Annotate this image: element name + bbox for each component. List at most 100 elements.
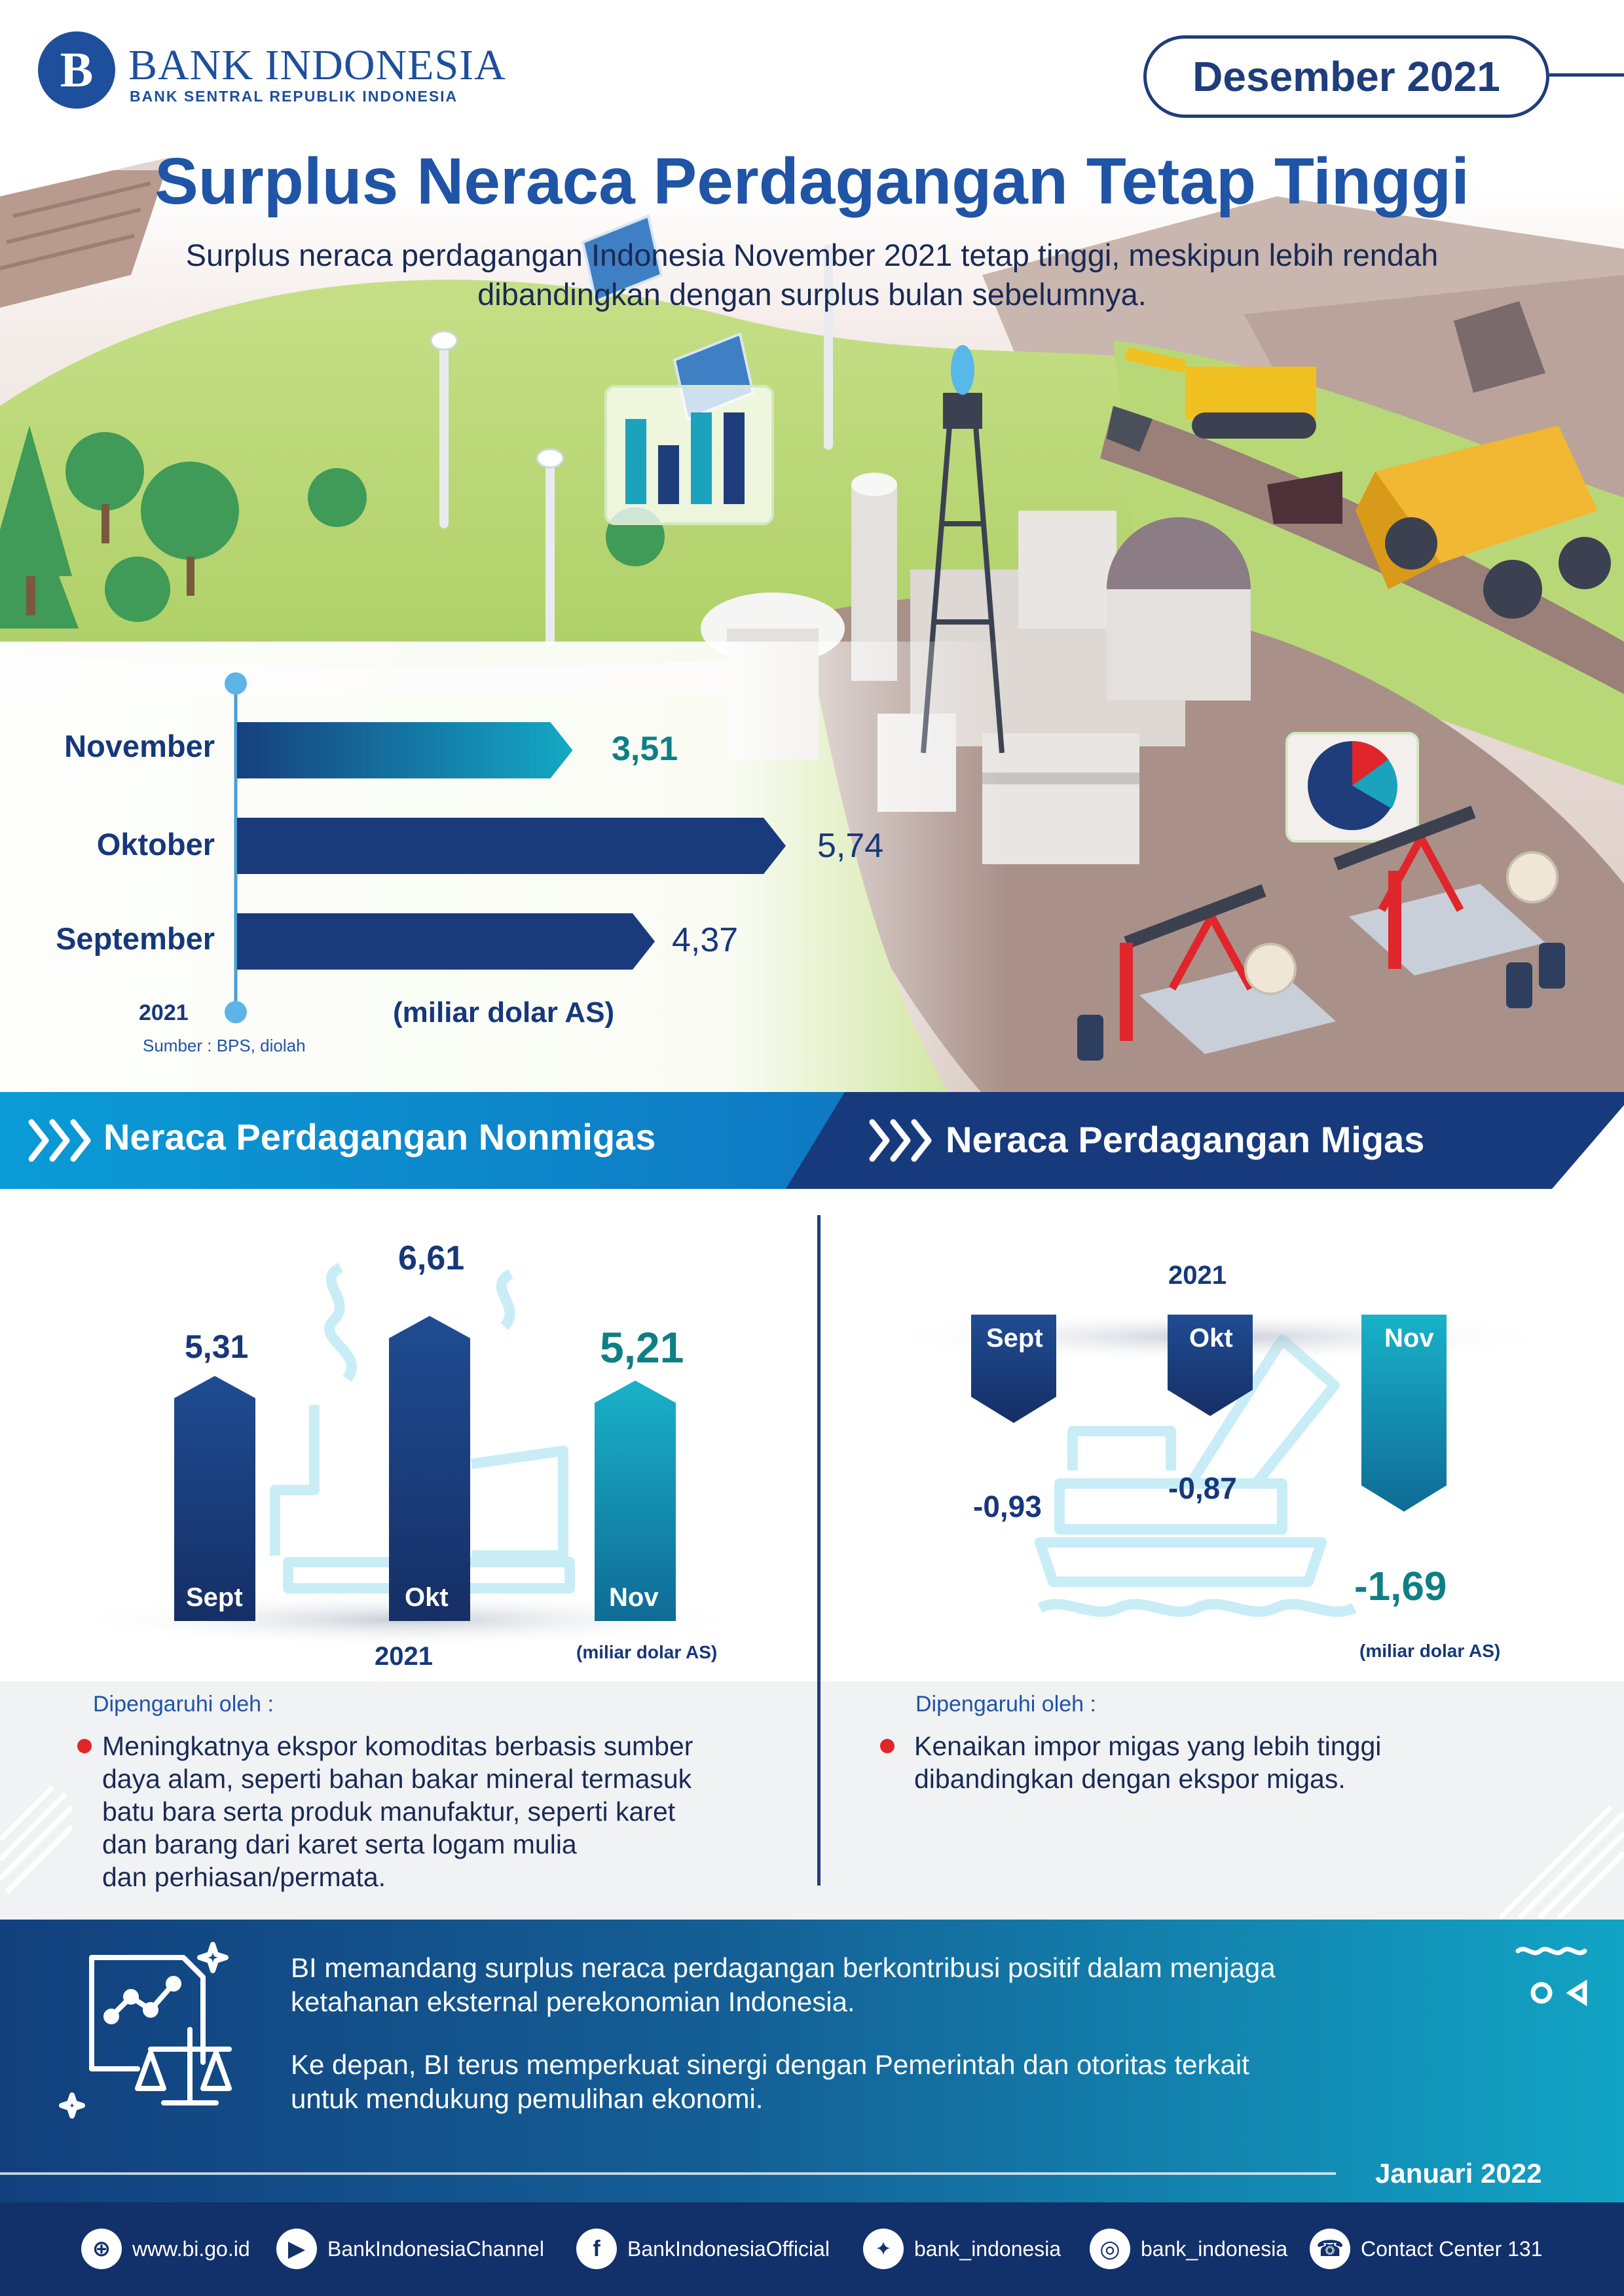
footer-contact-text: Contact Center 131: [1361, 2236, 1543, 2261]
migas-bar-okt: [1168, 1315, 1253, 1416]
footer-instagram-text: bank_indonesia: [1141, 2236, 1288, 2261]
nonmigas-bar-label-sept: Sept: [186, 1583, 243, 1612]
migas-factor-line: dibandingkan dengan ekspor migas.: [914, 1764, 1346, 1794]
factors-panel: [0, 1681, 1624, 1920]
migas-influenced-by: Dipengaruhi oleh :: [915, 1692, 1096, 1717]
factory-outline-icon: [270, 1262, 575, 1594]
section-banners: [0, 1092, 1624, 1189]
nonmigas-unit: (miliar dolar AS): [576, 1642, 718, 1662]
publish-date: Januari 2022: [1375, 2158, 1542, 2189]
nonmigas-value-okt: 6,61: [398, 1239, 465, 1277]
hero-bar-value-september: 4,37: [672, 921, 739, 959]
migas-bullet-icon: [880, 1739, 895, 1753]
nonmigas-bar-label-nov: Nov: [609, 1583, 659, 1612]
globe-icon: ⊕: [81, 2229, 122, 2269]
migas-value-nov: -1,69: [1354, 1564, 1447, 1609]
nonmigas-bar-label-okt: Okt: [405, 1583, 449, 1612]
instagram-icon: ◎: [1090, 2229, 1130, 2269]
decorative-stripes-left: [0, 1785, 72, 1894]
nonmigas-section-title: Neraca Perdagangan Nonmigas: [103, 1116, 656, 1157]
nonmigas-factor-line: dan barang dari karet serta logam mulia: [102, 1829, 577, 1859]
panel-divider: [817, 1215, 821, 1886]
footer-instagram-link[interactable]: ◎ bank_indonesia: [1090, 2226, 1287, 2272]
footer-facebook-text: BankIndonesiaOfficial: [627, 2236, 830, 2261]
nonmigas-factor-line: Meningkatnya ekspor komoditas berbasis s…: [102, 1731, 693, 1761]
migas-value-okt: -0,87: [1168, 1471, 1237, 1505]
nonmigas-year-label: 2021: [375, 1642, 433, 1671]
edition-divider: [1549, 73, 1624, 77]
nonmigas-bullet-icon: [77, 1739, 92, 1753]
axis-top-dot: [225, 672, 247, 695]
twitter-icon: ✦: [863, 2229, 904, 2269]
migas-bar-sept: [971, 1315, 1056, 1423]
nonmigas-value-nov: 5,21: [600, 1323, 684, 1372]
migas-chart: [876, 1311, 1557, 1617]
page-title: Surplus Neraca Perdagangan Tetap Tinggi: [155, 145, 1469, 218]
migas-section-title: Neraca Perdagangan Migas: [946, 1119, 1425, 1160]
migas-bar-label-sept: Sept: [986, 1324, 1043, 1353]
footer-website-link[interactable]: ⊕ www.bi.go.id: [81, 2226, 250, 2272]
conclusion-panel: [0, 1920, 1624, 2202]
footer-contact-link[interactable]: ☎ Contact Center 131: [1310, 2226, 1543, 2272]
footer-youtube-text: BankIndonesiaChannel: [327, 2236, 544, 2261]
hero-bar-label-november: November: [64, 729, 215, 763]
nonmigas-factor-line: batu bara serta produk manufaktur, seper…: [102, 1796, 676, 1827]
hero-bar-value-november: 3,51: [612, 730, 678, 768]
hero-bar-value-oktober: 5,74: [817, 827, 884, 865]
hero-chart-year-label: 2021: [139, 1000, 189, 1025]
conclusion-line: untuk mendukung pemulihan ekonomi.: [291, 2083, 764, 2114]
nonmigas-chart: [65, 1262, 747, 1647]
hero-bar-oktober: [237, 818, 786, 874]
nonmigas-bar-nov: [595, 1380, 676, 1621]
migas-factor-text: Kenaikan impor migas yang lebih tinggi d…: [914, 1730, 1569, 1795]
hero-chart-unit: (miliar dolar AS): [393, 996, 615, 1029]
hero-bar-november: [237, 722, 573, 778]
footer: [0, 2202, 1624, 2296]
document-balance-icon: [59, 1942, 232, 2119]
conclusion-paragraph-1: BI memandang surplus neraca perdagangan …: [291, 1951, 1535, 2019]
conclusion-line: ketahanan eksternal perekonomian Indones…: [291, 1986, 855, 2017]
footer-website-text: www.bi.go.id: [132, 2236, 250, 2261]
conclusion-line: Ke depan, BI terus memperkuat sinergi de…: [291, 2049, 1249, 2080]
migas-value-sept: -0,93: [973, 1489, 1042, 1523]
logo-name: BANK INDONESIA: [128, 41, 506, 89]
hero-bar-label-oktober: Oktober: [96, 827, 215, 862]
trade-balance-bar-chart: [225, 672, 786, 1023]
migas-bar-label-nov: Nov: [1384, 1324, 1434, 1353]
edition-badge: Desember 2021: [1143, 35, 1549, 118]
hero-bar-september: [237, 913, 655, 970]
play-icon: ▶: [276, 2229, 317, 2269]
migas-bar-nov: [1361, 1315, 1447, 1512]
footer-facebook-link[interactable]: f BankIndonesiaOfficial: [576, 2226, 830, 2272]
nonmigas-bar-sept: [174, 1376, 255, 1621]
facebook-icon: f: [576, 2229, 617, 2269]
hero-bar-label-september: September: [56, 921, 215, 956]
phone-icon: ☎: [1310, 2229, 1350, 2269]
nonmigas-factor-text: Meningkatnya ekspor komoditas berbasis s…: [102, 1730, 809, 1893]
migas-year-label: 2021: [1168, 1261, 1227, 1290]
page-subtitle: Surplus neraca perdagangan Indonesia Nov…: [185, 238, 1439, 312]
hero-chart-source: Sumber : BPS, diolah: [143, 1036, 306, 1055]
decorative-wave-icon: [1515, 1946, 1587, 2007]
nonmigas-bar-okt: [389, 1315, 470, 1621]
oil-rig-outline-icon: [1035, 1334, 1357, 1617]
migas-factor-line: Kenaikan impor migas yang lebih tinggi: [914, 1731, 1382, 1761]
footer-youtube-link[interactable]: ▶ BankIndonesiaChannel: [276, 2226, 544, 2272]
logo-subtitle: BANK SENTRAL REPUBLIK INDONESIA: [130, 88, 458, 105]
footer-twitter-text: bank_indonesia: [914, 2236, 1061, 2261]
conclusion-line: BI memandang surplus neraca perdagangan …: [291, 1952, 1276, 1983]
publish-date-divider: [0, 2172, 1336, 2175]
panel-divider-lower: [817, 1681, 821, 1886]
decorative-stripes-right: [1500, 1805, 1624, 1918]
chevrons-icon: [28, 1119, 932, 1162]
nonmigas-factor-line: dan perhiasan/permata.: [102, 1862, 386, 1892]
nonmigas-factor-line: daya alam, seperti bahan bakar mineral t…: [102, 1764, 692, 1794]
conclusion-paragraph-2: Ke depan, BI terus memperkuat sinergi de…: [291, 2048, 1535, 2116]
footer-twitter-link[interactable]: ✦ bank_indonesia: [863, 2226, 1061, 2272]
bank-indonesia-logo-icon: B: [38, 31, 115, 109]
axis-bottom-dot: [225, 1001, 247, 1023]
migas-unit: (miliar dolar AS): [1359, 1641, 1501, 1661]
migas-bar-label-okt: Okt: [1189, 1324, 1233, 1353]
nonmigas-value-sept: 5,31: [185, 1328, 249, 1365]
nonmigas-influenced-by: Dipengaruhi oleh :: [93, 1692, 274, 1717]
